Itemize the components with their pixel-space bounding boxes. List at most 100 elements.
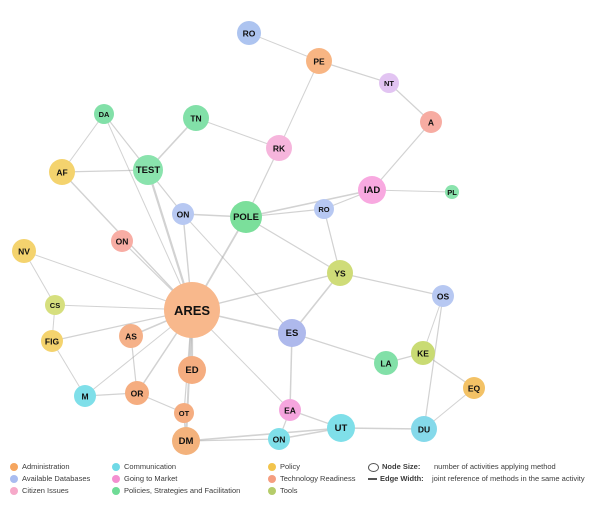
legend-color-dot [268, 463, 276, 471]
node-circle-ON2[interactable] [111, 230, 133, 252]
graph-node-KE[interactable]: KE [411, 341, 435, 365]
graph-node-A[interactable]: A [420, 111, 442, 133]
node-circle-RK[interactable] [266, 135, 292, 161]
node-label-ES: ES [286, 328, 299, 339]
node-circle-UT[interactable] [327, 414, 355, 442]
graph-node-TEST[interactable]: TEST [133, 155, 163, 185]
node-label-IAD: IAD [364, 185, 381, 196]
node-circle-DU[interactable] [411, 416, 437, 442]
legend-label: Administration [22, 462, 70, 471]
legend-column-2: Communication Going to Market Policies, St… [112, 461, 240, 497]
node-circle-NT[interactable] [379, 73, 399, 93]
graph-node-RK[interactable]: RK [266, 135, 292, 161]
edge-ES-LA [291, 332, 387, 364]
graph-node-DU[interactable]: DU [411, 416, 437, 442]
graph-node-EA[interactable]: EA [279, 399, 301, 421]
edges-layer [23, 32, 475, 442]
graph-node-NV[interactable]: NV [12, 239, 36, 263]
graph-node-PL[interactable]: PL [445, 185, 459, 199]
node-circle-TN[interactable] [183, 105, 209, 131]
node-circle-ON1[interactable] [172, 203, 194, 225]
node-label-A: A [428, 118, 434, 128]
graph-node-LA[interactable]: LA [374, 351, 398, 375]
graph-node-ED[interactable]: ED [178, 356, 206, 384]
graph-node-UT[interactable]: UT [327, 414, 355, 442]
graph-node-DA[interactable]: DA [94, 104, 114, 124]
graph-node-ARES[interactable]: ARES [164, 282, 220, 338]
graph-node-AF[interactable]: AF [49, 159, 75, 185]
legend-item-technology-readiness: Technology Readiness [268, 473, 355, 485]
node-circle-ES[interactable] [278, 319, 306, 347]
graph-node-NT[interactable]: NT [379, 73, 399, 93]
graph-node-M[interactable]: M [74, 385, 96, 407]
legend-column-3: Policy Technology Readiness Tools [268, 461, 355, 497]
node-circle-ON3[interactable] [268, 428, 290, 450]
legend-label: Citizen Issues [22, 486, 69, 495]
node-circle-M[interactable] [74, 385, 96, 407]
graph-node-RO2[interactable]: RO [314, 199, 334, 219]
node-circle-PL[interactable] [445, 185, 459, 199]
graph-node-ON1[interactable]: ON [172, 203, 194, 225]
edge-OS-DU [423, 295, 444, 430]
edge-PE-RK [278, 60, 320, 149]
node-label-FIG: FIG [45, 337, 60, 347]
graph-node-POLE[interactable]: POLE [230, 201, 262, 233]
graph-node-DM[interactable]: DM [172, 427, 200, 455]
graph-node-YS[interactable]: YS [327, 260, 353, 286]
node-circle-POLE[interactable] [230, 201, 262, 233]
legend-color-dot [268, 487, 276, 495]
node-circle-OT[interactable] [174, 403, 194, 423]
graph-node-TN[interactable]: TN [183, 105, 209, 131]
node-circle-KE[interactable] [411, 341, 435, 365]
edge-POLE-YS [245, 216, 341, 274]
edge-POLE-IAD [245, 189, 373, 218]
node-circle-AF[interactable] [49, 159, 75, 185]
node-circle-DM[interactable] [172, 427, 200, 455]
edge-UT-DM [185, 427, 342, 442]
node-label-KE: KE [417, 349, 429, 359]
graph-node-EQ[interactable]: EQ [463, 377, 485, 399]
node-circle-CS[interactable] [45, 295, 65, 315]
node-circle-OS[interactable] [432, 285, 454, 307]
legend-item-tools: Tools [268, 485, 355, 497]
graph-node-ON2[interactable]: ON [111, 230, 133, 252]
graph-node-OT[interactable]: OT [174, 403, 194, 423]
node-size-icon [368, 463, 379, 472]
node-circle-AS[interactable] [119, 324, 143, 348]
node-circle-ED[interactable] [178, 356, 206, 384]
legend-label: Communication [124, 462, 177, 471]
graph-node-OR[interactable]: OR [125, 381, 149, 405]
graph-node-CS[interactable]: CS [45, 295, 65, 315]
node-circle-A[interactable] [420, 111, 442, 133]
node-circle-IAD[interactable] [358, 176, 386, 204]
node-circle-EQ[interactable] [463, 377, 485, 399]
node-circle-YS[interactable] [327, 260, 353, 286]
node-label-RO2: RO [318, 205, 329, 214]
node-circle-TEST[interactable] [133, 155, 163, 185]
node-circle-RO2[interactable] [314, 199, 334, 219]
node-circle-ARES[interactable] [164, 282, 220, 338]
node-circle-DA[interactable] [94, 104, 114, 124]
graph-node-AS[interactable]: AS [119, 324, 143, 348]
graph-node-ES[interactable]: ES [278, 319, 306, 347]
node-circle-RO1[interactable] [237, 21, 261, 45]
node-circle-PE[interactable] [306, 48, 332, 74]
graph-node-OS[interactable]: OS [432, 285, 454, 307]
node-label-DM: DM [179, 436, 194, 447]
graph-node-FIG[interactable]: FIG [41, 330, 63, 352]
graph-node-IAD[interactable]: IAD [358, 176, 386, 204]
node-label-OR: OR [131, 389, 144, 399]
node-circle-OR[interactable] [125, 381, 149, 405]
node-label-ON1: ON [177, 210, 190, 220]
node-circle-LA[interactable] [374, 351, 398, 375]
edge-YS-OS [339, 272, 444, 297]
node-circle-EA[interactable] [279, 399, 301, 421]
node-label-ON2: ON [116, 237, 129, 247]
graph-node-PE[interactable]: PE [306, 48, 332, 74]
node-circle-FIG[interactable] [41, 330, 63, 352]
graph-node-ON3[interactable]: ON [268, 428, 290, 450]
graph-node-RO1[interactable]: RO [237, 21, 261, 45]
node-circle-NV[interactable] [12, 239, 36, 263]
legend-item-citizen-issues: Citizen Issues [10, 485, 90, 497]
